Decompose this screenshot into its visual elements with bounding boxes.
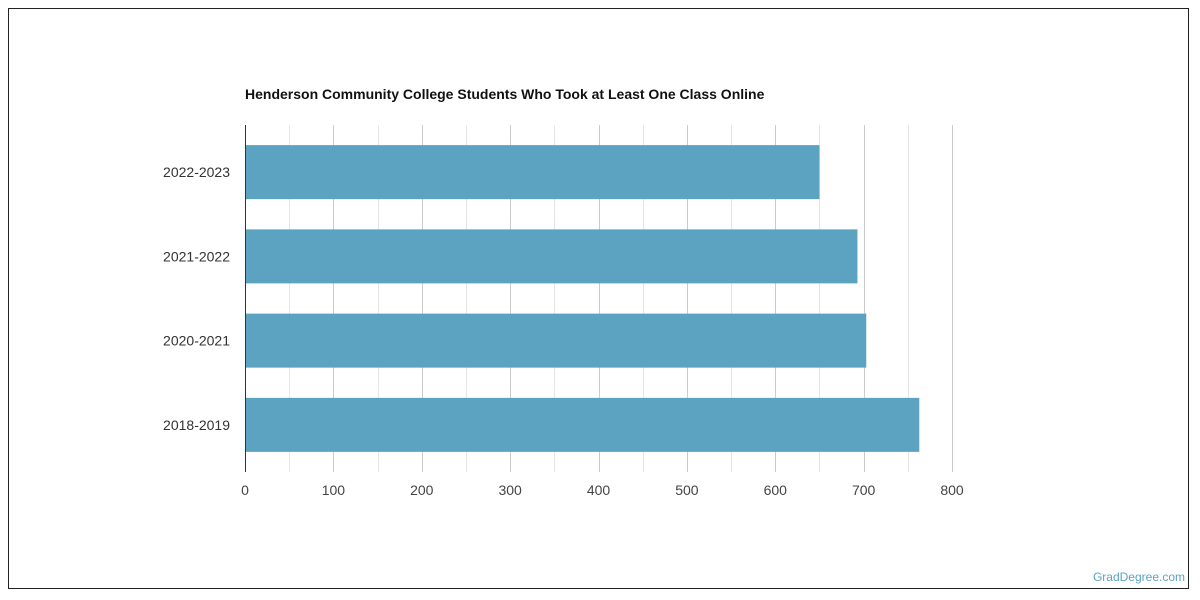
chart-title: Henderson Community College Students Who…: [245, 86, 765, 102]
category-label: 2020-2021: [163, 333, 230, 349]
watermark-link[interactable]: GradDegree.com: [1092, 570, 1185, 584]
x-tick-label: 700: [852, 482, 876, 498]
category-label: 2022-2023: [163, 164, 230, 180]
bar-2018-2019[interactable]: [246, 397, 920, 452]
x-tick-label: 300: [498, 482, 522, 498]
category-label: 2021-2022: [163, 248, 230, 264]
x-tick-label: 100: [322, 482, 346, 498]
x-tick-label: 200: [410, 482, 434, 498]
x-tick-label: 0: [241, 482, 249, 498]
bar-2021-2022[interactable]: [246, 229, 858, 284]
x-tick-label: 500: [675, 482, 699, 498]
x-tick-labels: 0 100 200 300 400 500 600 700 800: [241, 482, 964, 498]
x-tick-label: 400: [587, 482, 611, 498]
category-label: 2018-2019: [163, 417, 230, 433]
bars: [246, 145, 920, 452]
bar-2022-2023[interactable]: [246, 145, 820, 200]
category-labels: 2022-2023 2021-2022 2020-2021 2018-2019: [163, 164, 230, 433]
x-tick-label: 800: [940, 482, 964, 498]
chart-frame: [8, 8, 1189, 589]
x-tick-label: 600: [764, 482, 788, 498]
bar-2020-2021[interactable]: [246, 313, 867, 368]
